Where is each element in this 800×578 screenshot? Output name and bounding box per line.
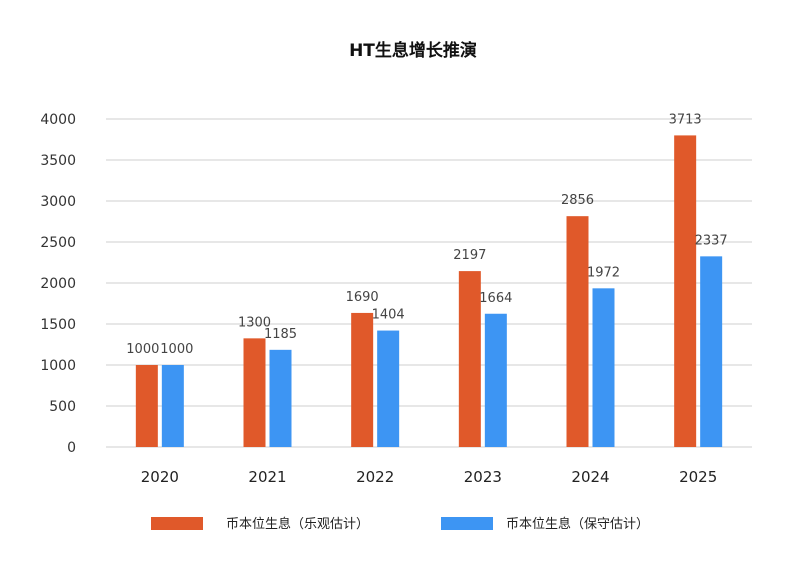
- legend-label-2: 币本位生息（保守估计）: [506, 516, 649, 532]
- bar-2021-series-1: [243, 338, 266, 447]
- x-tick-label: 2020: [141, 468, 179, 486]
- data-label: 3713: [669, 112, 702, 127]
- data-label: 1185: [264, 327, 297, 342]
- data-label: 1000: [126, 342, 159, 357]
- data-label: 2856: [561, 193, 594, 208]
- y-tick-label: 2000: [40, 276, 76, 292]
- x-tick-label: 2025: [679, 468, 717, 486]
- data-label: 1972: [587, 265, 620, 280]
- x-tick-label: 2023: [464, 468, 502, 486]
- data-label: 1690: [346, 290, 379, 305]
- chart-title: HT生息增长推演: [349, 40, 477, 61]
- y-tick-label: 0: [67, 440, 76, 456]
- bar-2024-series-2: [592, 288, 615, 447]
- bar-2025-series-1: [674, 135, 697, 447]
- gridlines: [106, 118, 752, 448]
- y-tick-label: 2500: [40, 235, 76, 251]
- data-label: 2197: [453, 248, 486, 263]
- y-tick-label: 1000: [40, 358, 76, 374]
- bar-2021-series-2: [269, 349, 292, 447]
- data-label: 1000: [160, 342, 193, 357]
- x-tick-label: 2024: [571, 468, 609, 486]
- data-label: 1404: [372, 308, 405, 323]
- x-tick-label: 2021: [248, 468, 286, 486]
- y-tick-label: 3500: [40, 153, 76, 169]
- bars: [135, 135, 723, 447]
- legend-swatch-1: [151, 517, 203, 530]
- x-axis-ticks: 2020 2021 2022 2023 2024 2025: [141, 468, 718, 486]
- y-tick-label: 4000: [40, 112, 76, 128]
- bar-2023-series-1: [458, 271, 481, 447]
- data-label: 1664: [479, 291, 512, 306]
- legend-label-1: 币本位生息（乐观估计）: [226, 516, 369, 532]
- y-tick-label: 3000: [40, 194, 76, 210]
- x-tick-label: 2022: [356, 468, 394, 486]
- bar-2024-series-1: [566, 216, 589, 447]
- bar-2020-series-2: [161, 365, 184, 447]
- bar-2025-series-2: [700, 256, 723, 447]
- bar-2022-series-2: [377, 330, 400, 447]
- y-axis-ticks: 0 500 1000 1500 2000 2500 3000 3500 4000: [40, 112, 76, 456]
- bar-2022-series-1: [351, 312, 374, 447]
- data-label: 2337: [695, 233, 728, 248]
- data-label: 1300: [238, 315, 271, 330]
- bar-2023-series-2: [484, 313, 507, 447]
- legend: 币本位生息（乐观估计） 币本位生息（保守估计）: [151, 516, 649, 532]
- bar-2020-series-1: [135, 365, 158, 447]
- legend-swatch-2: [441, 517, 493, 530]
- y-tick-label: 1500: [40, 317, 76, 333]
- y-tick-label: 500: [49, 399, 76, 415]
